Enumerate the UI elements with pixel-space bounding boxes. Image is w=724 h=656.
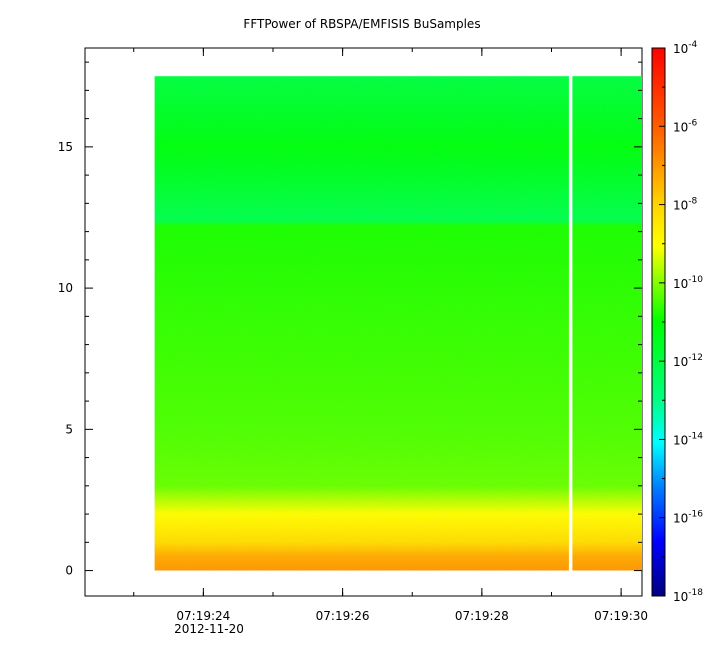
spectrogram-layer (154, 76, 642, 571)
colorbar-tick-label: 10-18 (673, 588, 703, 604)
y-axis: 0 5 10 15 (58, 61, 642, 578)
colorbar-tick-label: 10-16 (673, 510, 703, 526)
x-axis: 07:19:24 07:19:26 07:19:28 07:19:30 (133, 48, 648, 623)
y-tick-label: 0 (65, 564, 73, 578)
x-tick-label: 07:19:24 (176, 609, 230, 623)
x-tick-label: 07:19:28 (455, 609, 509, 623)
spectrogram-segment-texture (154, 76, 569, 571)
y-tick-label: 10 (58, 281, 73, 295)
colorbar-tick-label: 10-8 (673, 197, 698, 213)
x-date-label: 2012-11-20 (174, 622, 244, 636)
y-tick-label: 15 (58, 140, 73, 154)
y-tick-label: 5 (65, 422, 73, 436)
x-tick-label: 07:19:26 (316, 609, 370, 623)
colorbar-tick-label: 10-10 (673, 275, 703, 291)
colorbar-tick-label: 10-14 (673, 431, 703, 447)
colorbar-tick-label: 10-6 (673, 118, 698, 134)
spectrogram-segment-texture (572, 76, 642, 571)
colorbar-tick-label: 10-4 (673, 40, 698, 56)
chart-title: FFTPower of RBSPA/EMFISIS BuSamples (243, 17, 481, 31)
x-tick-label: 07:19:30 (594, 609, 648, 623)
colorbar-tick-label: 10-12 (673, 353, 703, 369)
colorbar-axis: 10-4 10-6 10-8 10-10 10-12 10-14 10-16 10-18 (659, 40, 703, 604)
